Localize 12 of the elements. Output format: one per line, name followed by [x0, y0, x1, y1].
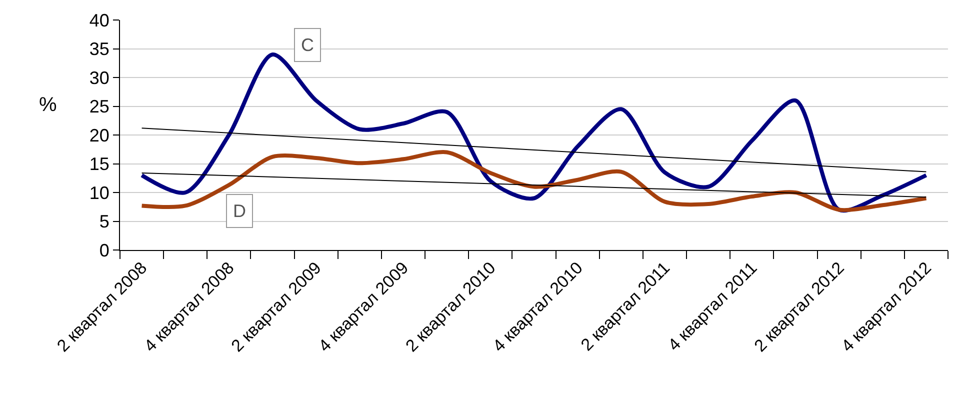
y-tick-label: 35: [89, 39, 110, 60]
y-tick-label: 40: [89, 10, 110, 30]
series-label: C: [301, 35, 314, 55]
y-tick-label: 20: [89, 125, 110, 146]
series-label: D: [233, 201, 246, 221]
y-axis-title: %: [39, 94, 57, 116]
y-tick-label: 25: [89, 96, 110, 117]
y-tick-label: 10: [89, 182, 110, 203]
y-tick-label: 30: [89, 68, 110, 88]
y-tick-label: 15: [89, 154, 110, 174]
y-tick-label: 0: [99, 240, 110, 260]
y-tick-label: 5: [99, 212, 110, 232]
